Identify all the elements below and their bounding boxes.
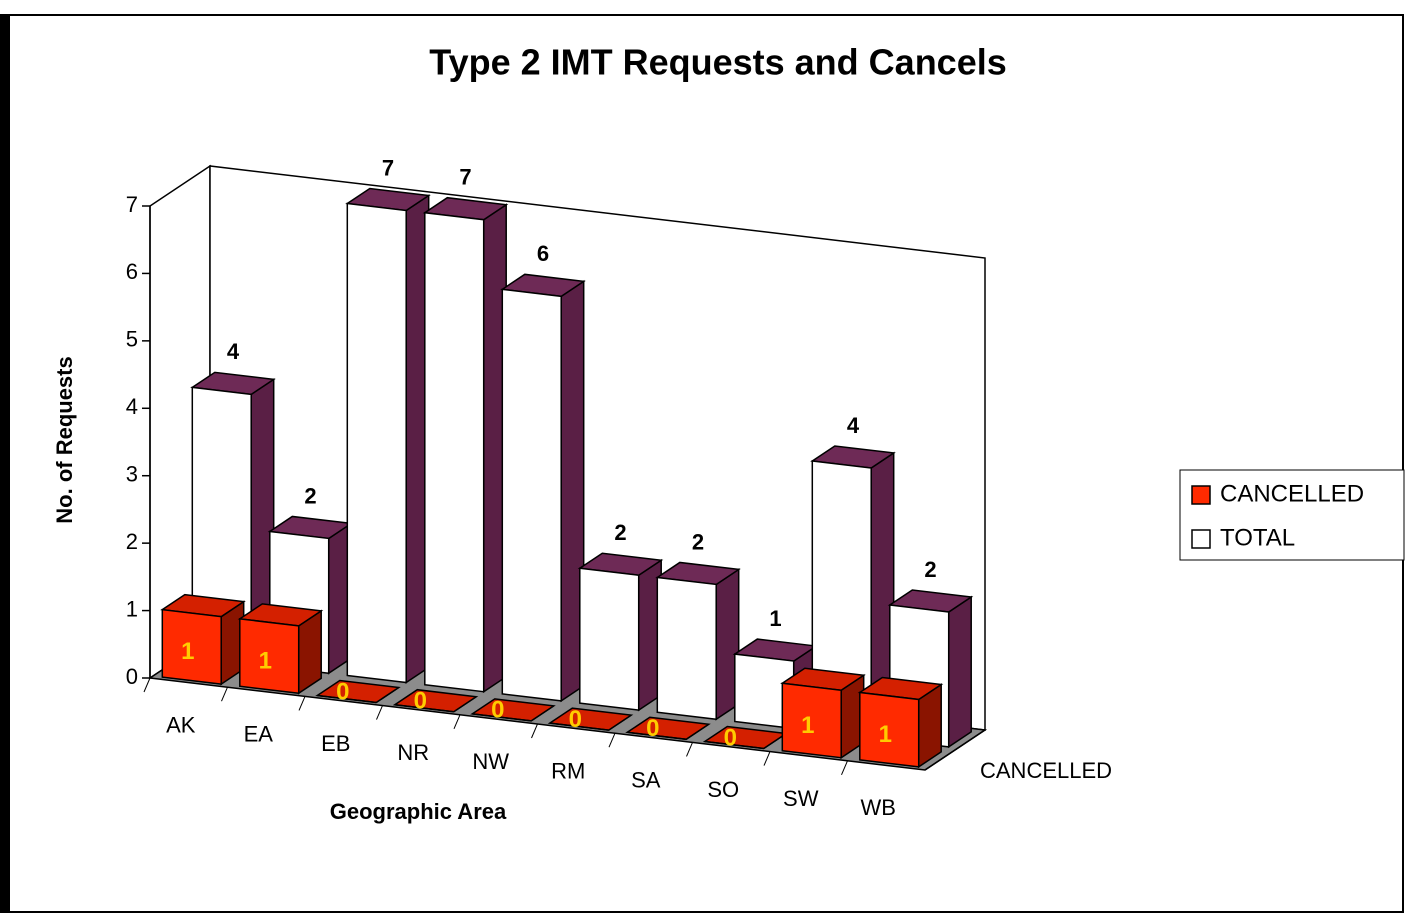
y-tick-label: 6 bbox=[126, 259, 138, 284]
x-axis-title: Geographic Area bbox=[330, 799, 507, 824]
value-label: 0 bbox=[569, 706, 582, 733]
y-tick-label: 4 bbox=[126, 394, 138, 419]
x-tick-label: WB bbox=[861, 795, 896, 820]
x-tick-label: SW bbox=[783, 786, 819, 811]
y-axis-title: No. of Requests bbox=[52, 356, 77, 523]
bar-front bbox=[502, 289, 561, 701]
y-tick-label: 3 bbox=[126, 462, 138, 487]
x-tick-label: RM bbox=[551, 758, 585, 783]
chart: Type 2 IMT Requests and Cancels No. of R… bbox=[0, 0, 1405, 914]
bar-front bbox=[657, 577, 716, 719]
bar bbox=[162, 595, 243, 684]
value-label: 0 bbox=[414, 688, 427, 715]
bar-front bbox=[425, 213, 484, 692]
bar bbox=[502, 274, 583, 701]
x-tick-label: SO bbox=[707, 777, 739, 802]
y-tick-label: 1 bbox=[126, 596, 138, 621]
bar bbox=[860, 677, 941, 766]
bar bbox=[425, 198, 506, 692]
value-label: 0 bbox=[491, 697, 504, 724]
legend-label: CANCELLED bbox=[1220, 480, 1364, 507]
y-tick-label: 7 bbox=[126, 192, 138, 217]
value-label: 4 bbox=[847, 413, 860, 438]
value-label: 4 bbox=[227, 339, 240, 364]
bar bbox=[347, 189, 428, 683]
x-tick-label: EA bbox=[244, 722, 274, 747]
bar-front bbox=[580, 568, 639, 710]
y-tick-label: 0 bbox=[126, 664, 138, 689]
x-tick-label: SA bbox=[631, 768, 661, 793]
value-label: 2 bbox=[614, 520, 626, 545]
bar-front bbox=[347, 204, 406, 683]
x-tick-label: NR bbox=[397, 740, 429, 765]
bar bbox=[782, 668, 863, 757]
value-label: 0 bbox=[336, 678, 349, 705]
bar bbox=[580, 553, 661, 710]
value-label: 6 bbox=[537, 241, 549, 266]
value-label: 2 bbox=[692, 529, 704, 554]
chart-title: Type 2 IMT Requests and Cancels bbox=[429, 42, 1007, 83]
depth-label: CANCELLED bbox=[980, 758, 1112, 783]
legend-label: TOTAL bbox=[1220, 524, 1295, 551]
value-label: 1 bbox=[181, 638, 194, 665]
bar bbox=[657, 562, 738, 719]
value-label: 0 bbox=[724, 724, 737, 751]
legend-swatch bbox=[1192, 486, 1210, 504]
value-label: 1 bbox=[879, 721, 892, 748]
value-label: 2 bbox=[924, 557, 936, 582]
value-label: 7 bbox=[382, 155, 394, 180]
y-tick-label: 2 bbox=[126, 529, 138, 554]
legend-swatch bbox=[1192, 530, 1210, 548]
x-tick-label: NW bbox=[472, 749, 509, 774]
value-label: 1 bbox=[801, 712, 814, 739]
y-tick-label: 5 bbox=[126, 327, 138, 352]
frame-edge bbox=[2, 15, 10, 912]
value-label: 1 bbox=[769, 606, 781, 631]
value-label: 0 bbox=[646, 715, 659, 742]
value-label: 7 bbox=[459, 165, 471, 190]
bar bbox=[240, 604, 321, 693]
page: Type 2 IMT Requests and Cancels No. of R… bbox=[0, 0, 1405, 914]
value-label: 2 bbox=[304, 483, 316, 508]
value-label: 1 bbox=[259, 647, 272, 674]
x-tick-label: EB bbox=[321, 731, 350, 756]
bar-side bbox=[949, 597, 972, 747]
x-tick-label: AK bbox=[166, 712, 196, 737]
